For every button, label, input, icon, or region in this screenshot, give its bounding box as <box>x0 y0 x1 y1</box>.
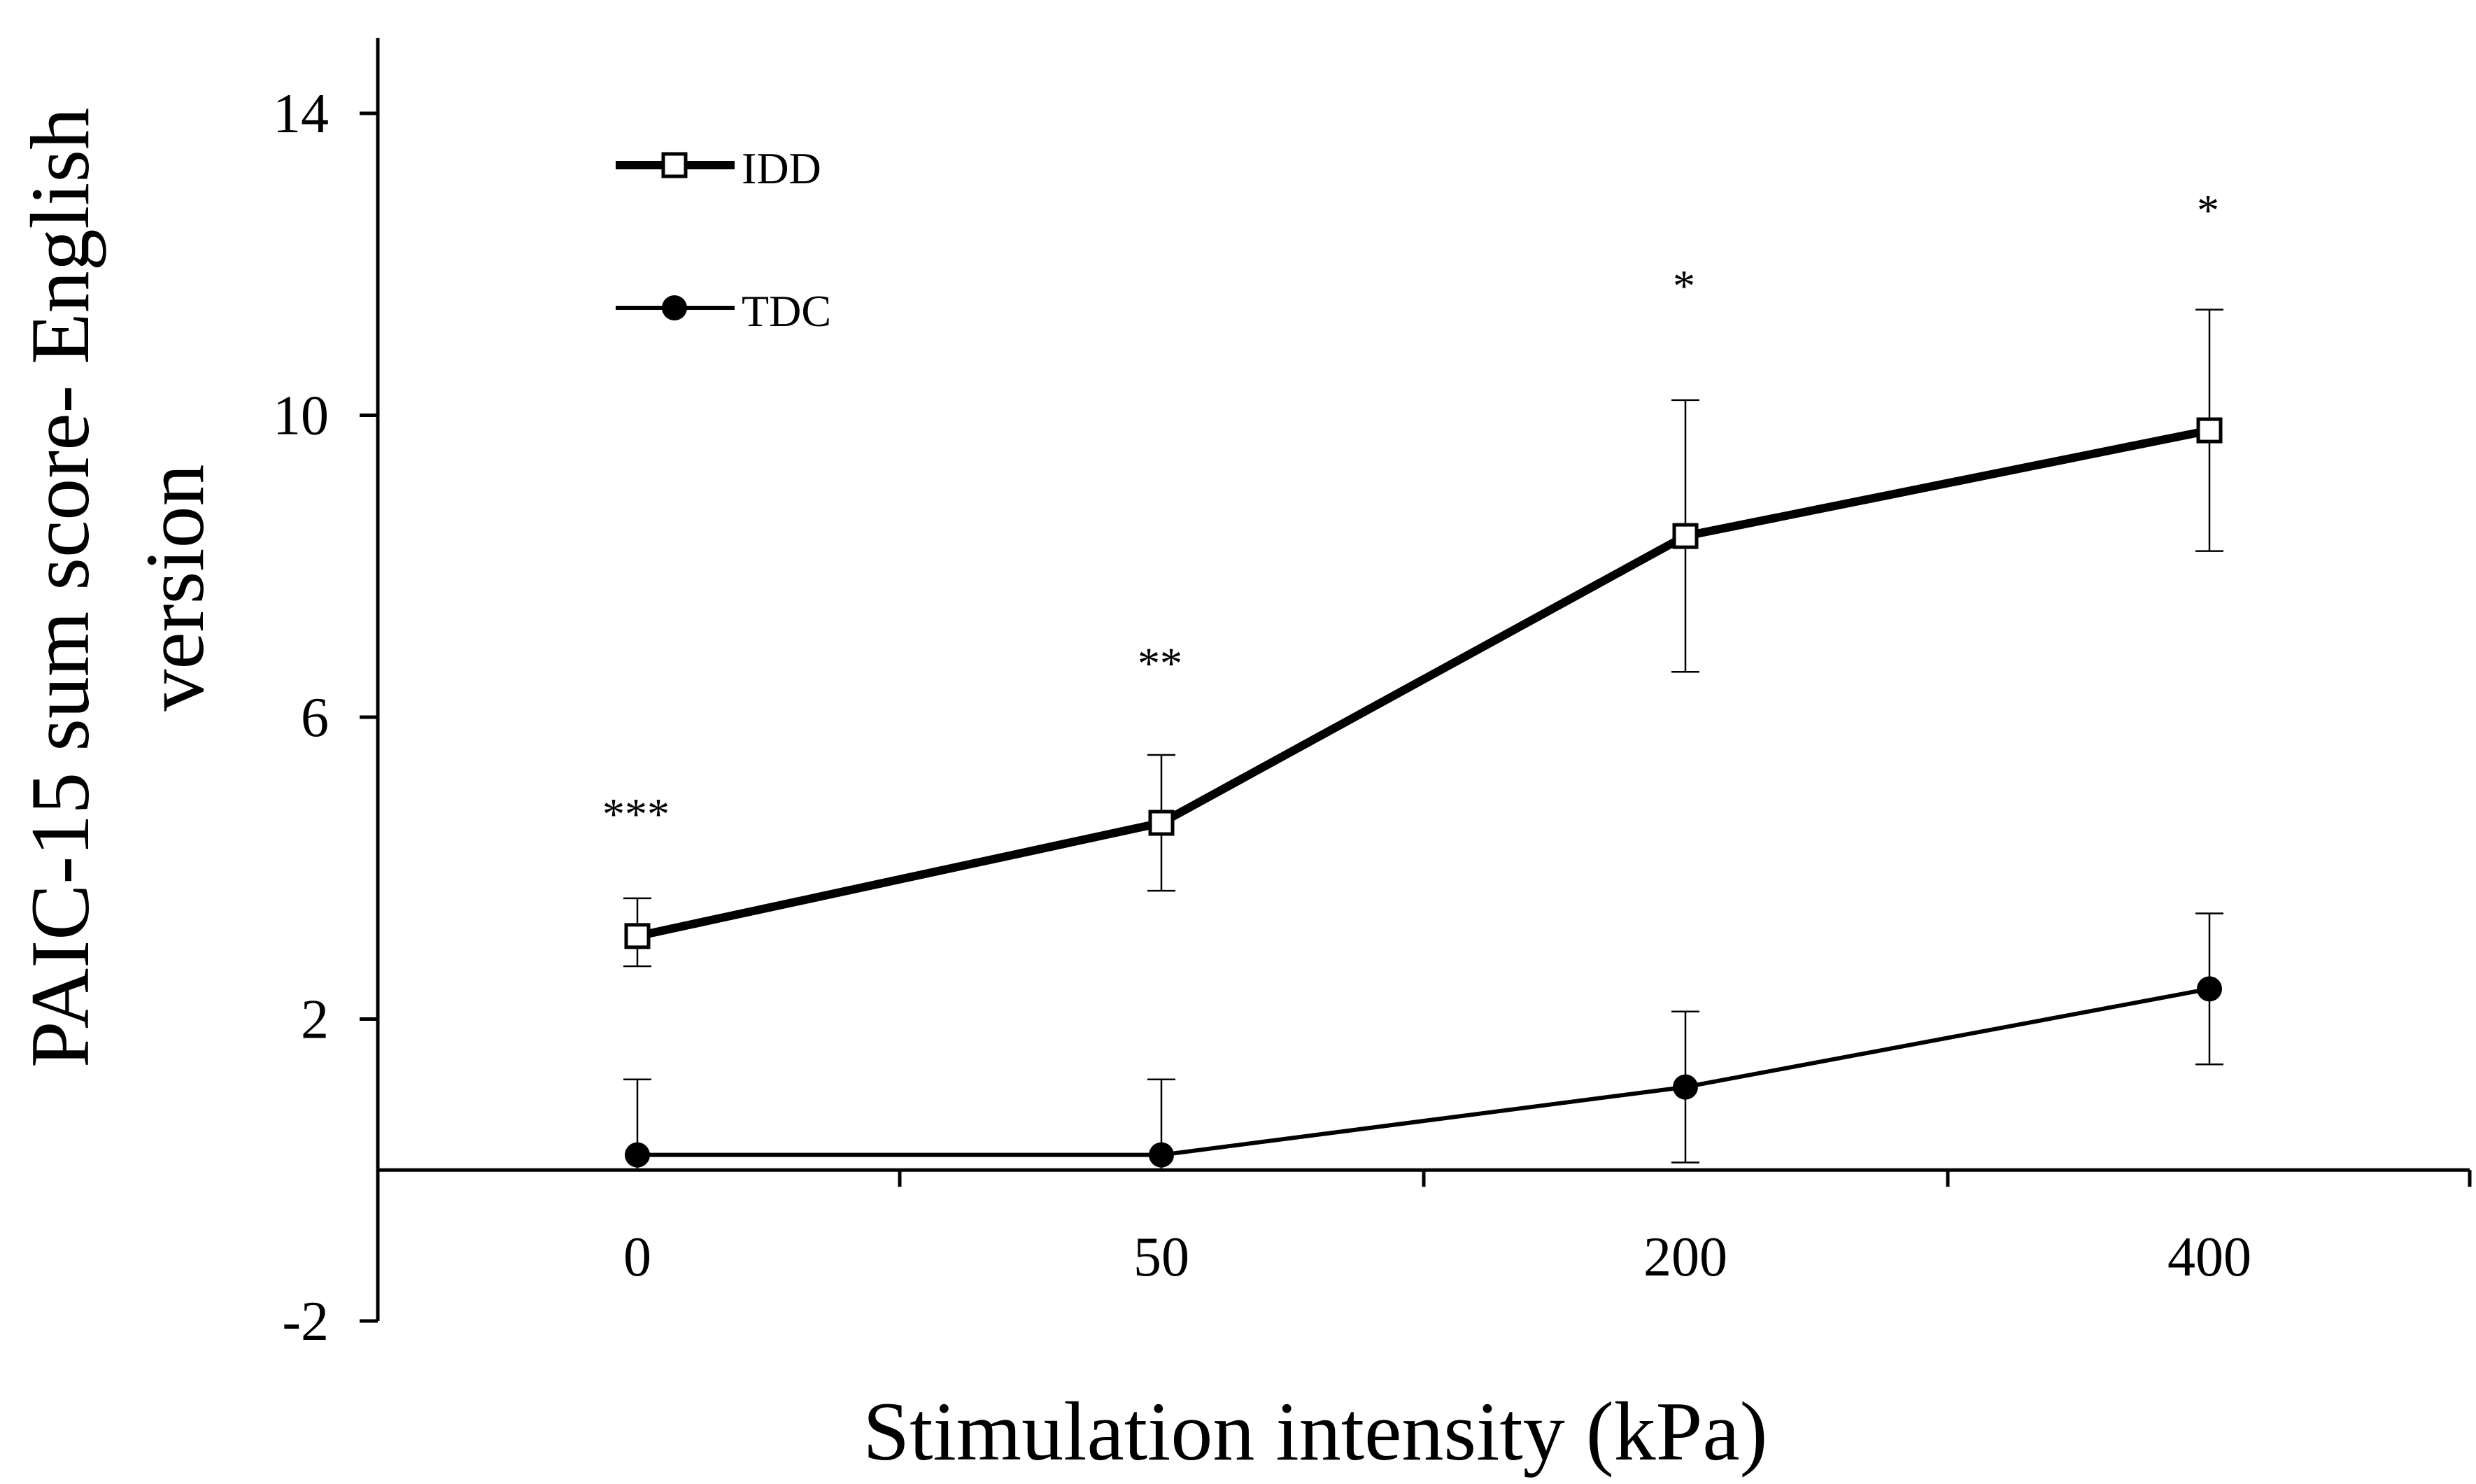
significance-annotation: *** <box>602 789 670 839</box>
data-point <box>1148 810 1175 836</box>
data-point <box>2196 417 2223 444</box>
legend-label-tdc: TDC <box>742 286 831 336</box>
x-axis-label: Stimulation intensity (kPa) <box>863 1385 1767 1478</box>
legend: IDD TDC <box>616 143 831 336</box>
significance-annotation: ** <box>1138 638 1182 688</box>
legend-label-idd: IDD <box>742 143 821 193</box>
y-axis-label-line-1: PAIC-15 sum score- English <box>13 108 106 1068</box>
legend-marker-idd <box>661 152 688 178</box>
chart-ticks: -2 2 6 10 14 0 50 200 400 <box>273 83 2472 1352</box>
data-point <box>625 1142 650 1168</box>
significance-annotation: * <box>2197 185 2219 235</box>
legend-item-tdc: TDC <box>616 286 831 336</box>
x-tick-label: 0 <box>623 1227 651 1288</box>
series-line <box>637 987 2210 1157</box>
y-tick-label: -2 <box>282 1291 329 1352</box>
y-axis-label-line-2: version <box>128 464 221 711</box>
legend-marker-tdc <box>662 295 687 320</box>
chart-annotations: ******* <box>602 185 2219 839</box>
data-point <box>624 923 651 949</box>
y-tick-label: 10 <box>273 386 329 447</box>
y-tick-label: 14 <box>273 83 329 145</box>
data-point <box>1673 1074 1698 1100</box>
data-point <box>1672 523 1699 549</box>
series-line <box>636 426 2211 940</box>
chart-series <box>623 309 2223 1171</box>
data-point <box>1149 1142 1174 1168</box>
x-tick-label: 200 <box>1643 1227 1727 1288</box>
series-tdc <box>623 912 2223 1171</box>
series-idd <box>623 309 2223 968</box>
y-tick-label: 6 <box>301 687 329 749</box>
x-tick-label: 50 <box>1133 1227 1189 1288</box>
data-point <box>2197 976 2222 1002</box>
y-tick-label: 2 <box>301 989 329 1051</box>
x-tick-label: 400 <box>2167 1227 2251 1288</box>
legend-item-idd: IDD <box>616 143 821 193</box>
significance-annotation: * <box>1673 261 1695 311</box>
